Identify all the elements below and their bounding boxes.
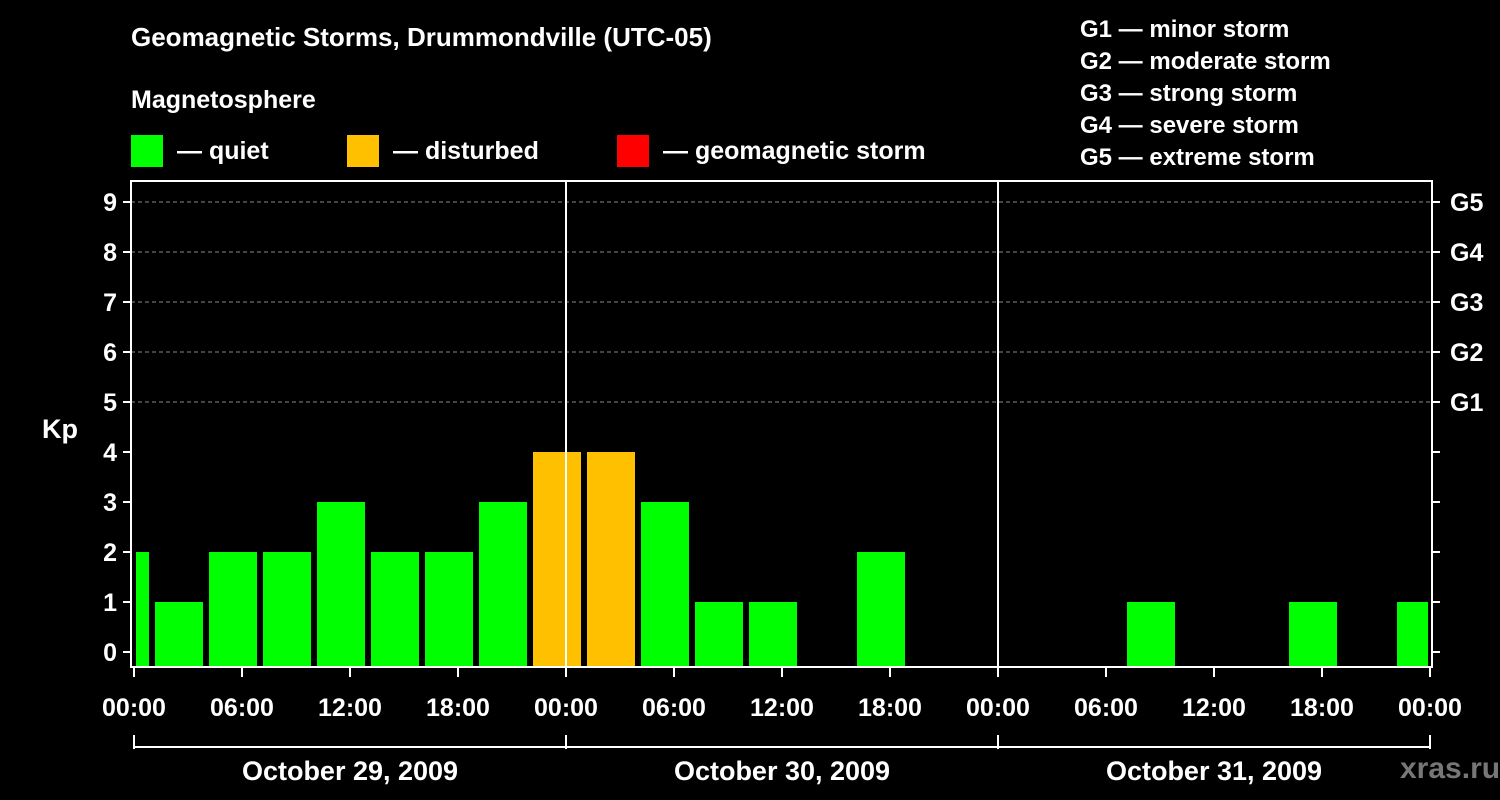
legend-item-quiet: — quiet <box>131 134 269 168</box>
x-tick-label: 12:00 <box>318 694 382 722</box>
legend-subtitle: Magnetosphere <box>131 86 316 114</box>
x-tick-label: 12:00 <box>750 694 814 722</box>
x-tick-label: 18:00 <box>1290 694 1354 722</box>
legend-item-disturbed: — disturbed <box>347 134 539 168</box>
g-legend-g2: G2 — moderate storm <box>1080 48 1331 75</box>
g-legend-g1: G1 — minor storm <box>1080 16 1290 43</box>
y-tick-label: 3 <box>103 489 117 517</box>
kp-bar-14 <box>857 552 905 667</box>
kp-bar-11 <box>695 602 743 667</box>
x-tick-label: 00:00 <box>966 694 1030 722</box>
date-label-2: October 30, 2009 <box>674 756 890 786</box>
legend-swatch-storm <box>617 135 649 167</box>
kp-bar-9 <box>587 452 635 667</box>
right-axis-label-g1: G1 <box>1450 389 1483 417</box>
kp-bar-1 <box>155 602 203 667</box>
right-axis-label-g3: G3 <box>1450 289 1483 317</box>
y-tick-label: 5 <box>103 389 117 417</box>
right-axis-label-g5: G5 <box>1450 189 1483 217</box>
x-tick-label: 00:00 <box>1398 694 1462 722</box>
kp-bar-6 <box>425 552 473 667</box>
y-tick-label: 7 <box>103 289 117 317</box>
kp-bar-7 <box>479 502 527 667</box>
kp-bar-3 <box>263 552 311 667</box>
y-axis-label: Kp <box>42 414 78 444</box>
x-tick-label: 06:00 <box>1074 694 1138 722</box>
y-tick-label: 1 <box>103 589 117 617</box>
y-tick-label: 2 <box>103 539 117 567</box>
chart-title: Geomagnetic Storms, Drummondville (UTC-0… <box>131 22 712 52</box>
kp-bar-2 <box>209 552 257 667</box>
x-tick-label: 00:00 <box>102 694 166 722</box>
g-scale-legend: G1 — minor storm G2 — moderate storm G3 … <box>1080 14 1331 174</box>
kp-bar-24 <box>1397 602 1428 667</box>
kp-bar-4 <box>317 502 365 667</box>
g-legend-g3: G3 — strong storm <box>1080 80 1298 107</box>
kp-bar-12 <box>749 602 797 667</box>
x-tick-label: 18:00 <box>426 694 490 722</box>
x-tick-label: 12:00 <box>1182 694 1246 722</box>
y-tick-label: 4 <box>103 439 117 467</box>
kp-bar-0 <box>136 552 149 667</box>
legend-swatch-disturbed <box>347 135 379 167</box>
y-tick-label: 8 <box>103 239 117 267</box>
y-tick-label: 6 <box>103 339 117 367</box>
x-tick-label: 00:00 <box>534 694 598 722</box>
watermark: xras.ru <box>1400 752 1500 785</box>
y-tick-label: 9 <box>103 189 117 217</box>
kp-bar-10 <box>641 502 689 667</box>
kp-bar-8 <box>533 452 581 667</box>
legend-item-storm: — geomagnetic storm <box>617 134 926 168</box>
x-tick-label: 06:00 <box>642 694 706 722</box>
g-legend-g4: G4 — severe storm <box>1080 112 1299 139</box>
kp-bar-19 <box>1127 602 1175 667</box>
g-legend-g5: G5 — extreme storm <box>1080 144 1315 171</box>
right-axis-label-g4: G4 <box>1450 239 1483 267</box>
date-label-3: October 31, 2009 <box>1106 756 1322 786</box>
legend-swatch-quiet <box>131 135 163 167</box>
legend-label-quiet: — quiet <box>177 136 269 165</box>
y-tick-label: 0 <box>103 639 117 667</box>
kp-bar-22 <box>1289 602 1337 667</box>
legend-label-disturbed: — disturbed <box>393 136 539 165</box>
x-tick-label: 18:00 <box>858 694 922 722</box>
x-tick-label: 06:00 <box>210 694 274 722</box>
date-label-1: October 29, 2009 <box>242 756 458 786</box>
legend-label-storm: — geomagnetic storm <box>663 136 926 165</box>
right-axis-label-g2: G2 <box>1450 339 1483 367</box>
kp-bar-5 <box>371 552 419 667</box>
